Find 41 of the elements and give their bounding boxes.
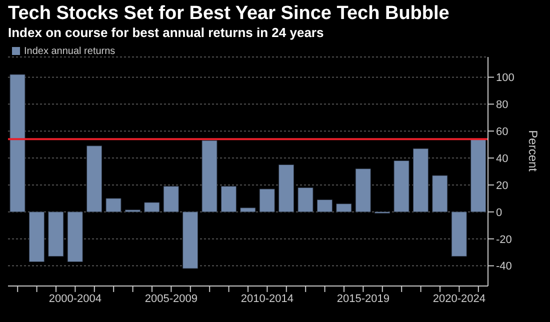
bar (86, 146, 102, 212)
bar (355, 168, 371, 212)
bar (48, 212, 64, 257)
bar (144, 202, 160, 212)
bar (220, 186, 236, 212)
bar (202, 140, 218, 212)
bar (28, 212, 44, 262)
y-tick-label: 0 (496, 206, 502, 219)
x-tick-label: 2020-2024 (432, 292, 486, 305)
y-tick-label: 100 (496, 72, 514, 84)
bar (394, 160, 410, 212)
y-tick-label: 20 (496, 180, 508, 192)
bar (106, 198, 122, 212)
bar (412, 148, 428, 212)
bar (298, 187, 314, 212)
y-tick-label: 80 (496, 99, 508, 112)
x-tick-label: 2000-2004 (48, 292, 102, 305)
bar (67, 212, 83, 262)
bar (470, 138, 486, 212)
bar (182, 212, 198, 269)
legend-label: Index annual returns (24, 46, 116, 57)
y-tick-label: -20 (496, 234, 512, 246)
bar (451, 212, 467, 257)
bar (278, 164, 294, 212)
bar (336, 204, 352, 212)
y-tick-label: -40 (496, 260, 512, 273)
y-axis-title: Percent (526, 130, 540, 172)
bar (124, 210, 140, 212)
bar (10, 74, 26, 212)
x-tick-label: 2010-2014 (240, 292, 294, 305)
bar (432, 175, 448, 212)
bar (259, 188, 275, 212)
x-tick-label: 2015-2019 (336, 292, 390, 305)
chart-subtitle: Index on course for best annual returns in 24 years (8, 25, 324, 40)
y-tick-label: 60 (496, 126, 508, 138)
y-tick-label: 40 (496, 152, 508, 165)
x-tick-label: 2005-2009 (144, 292, 198, 305)
bar (316, 200, 332, 212)
chart-title: Tech Stocks Set for Best Year Since Tech Bubble (8, 3, 450, 25)
bar (163, 186, 179, 212)
bar (240, 208, 256, 212)
